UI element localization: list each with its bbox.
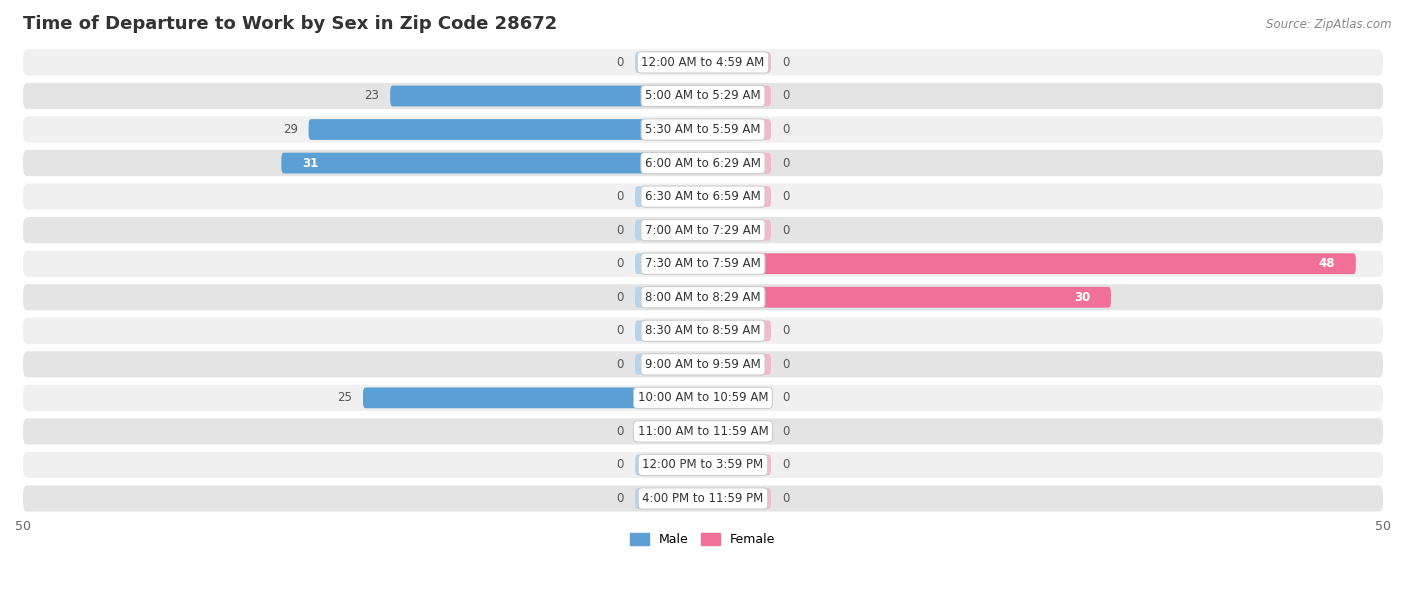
Text: 0: 0: [782, 459, 789, 471]
FancyBboxPatch shape: [703, 86, 770, 107]
Text: 10:00 AM to 10:59 AM: 10:00 AM to 10:59 AM: [638, 392, 768, 405]
Text: 0: 0: [617, 425, 624, 438]
FancyBboxPatch shape: [22, 351, 1384, 377]
Text: 0: 0: [617, 459, 624, 471]
Text: 6:30 AM to 6:59 AM: 6:30 AM to 6:59 AM: [645, 190, 761, 203]
FancyBboxPatch shape: [22, 117, 1384, 143]
Text: 6:00 AM to 6:29 AM: 6:00 AM to 6:29 AM: [645, 156, 761, 170]
FancyBboxPatch shape: [22, 250, 1384, 277]
FancyBboxPatch shape: [636, 220, 703, 240]
Text: 48: 48: [1319, 257, 1336, 270]
FancyBboxPatch shape: [22, 183, 1384, 209]
FancyBboxPatch shape: [636, 354, 703, 375]
FancyBboxPatch shape: [636, 421, 703, 442]
FancyBboxPatch shape: [703, 387, 770, 408]
FancyBboxPatch shape: [636, 488, 703, 509]
FancyBboxPatch shape: [636, 455, 703, 475]
Text: 0: 0: [782, 89, 789, 102]
FancyBboxPatch shape: [22, 385, 1384, 411]
FancyBboxPatch shape: [363, 387, 703, 408]
Text: 5:30 AM to 5:59 AM: 5:30 AM to 5:59 AM: [645, 123, 761, 136]
FancyBboxPatch shape: [703, 354, 770, 375]
FancyBboxPatch shape: [22, 150, 1384, 176]
FancyBboxPatch shape: [703, 455, 770, 475]
Text: 4:00 PM to 11:59 PM: 4:00 PM to 11:59 PM: [643, 492, 763, 505]
Text: 25: 25: [337, 392, 352, 405]
FancyBboxPatch shape: [391, 86, 703, 107]
Text: 8:30 AM to 8:59 AM: 8:30 AM to 8:59 AM: [645, 324, 761, 337]
Text: 0: 0: [617, 190, 624, 203]
Text: 31: 31: [302, 156, 318, 170]
Text: 5:00 AM to 5:29 AM: 5:00 AM to 5:29 AM: [645, 89, 761, 102]
FancyBboxPatch shape: [703, 253, 1355, 274]
Text: Time of Departure to Work by Sex in Zip Code 28672: Time of Departure to Work by Sex in Zip …: [22, 15, 557, 33]
FancyBboxPatch shape: [22, 486, 1384, 512]
FancyBboxPatch shape: [703, 153, 770, 174]
Text: 23: 23: [364, 89, 380, 102]
FancyBboxPatch shape: [22, 452, 1384, 478]
Text: 0: 0: [782, 324, 789, 337]
FancyBboxPatch shape: [703, 320, 770, 341]
Text: 0: 0: [617, 492, 624, 505]
FancyBboxPatch shape: [703, 421, 770, 442]
Text: 0: 0: [782, 123, 789, 136]
Text: 0: 0: [617, 56, 624, 69]
Text: 0: 0: [782, 392, 789, 405]
Text: 0: 0: [782, 190, 789, 203]
Text: 12:00 AM to 4:59 AM: 12:00 AM to 4:59 AM: [641, 56, 765, 69]
Text: 29: 29: [283, 123, 298, 136]
Text: 0: 0: [617, 291, 624, 303]
FancyBboxPatch shape: [636, 253, 703, 274]
FancyBboxPatch shape: [22, 83, 1384, 109]
FancyBboxPatch shape: [703, 186, 770, 207]
Text: 7:00 AM to 7:29 AM: 7:00 AM to 7:29 AM: [645, 224, 761, 237]
Text: 8:00 AM to 8:29 AM: 8:00 AM to 8:29 AM: [645, 291, 761, 303]
FancyBboxPatch shape: [281, 153, 703, 174]
Legend: Male, Female: Male, Female: [626, 528, 780, 552]
FancyBboxPatch shape: [308, 119, 703, 140]
Text: 0: 0: [617, 358, 624, 371]
Text: 7:30 AM to 7:59 AM: 7:30 AM to 7:59 AM: [645, 257, 761, 270]
FancyBboxPatch shape: [22, 284, 1384, 311]
FancyBboxPatch shape: [636, 320, 703, 341]
FancyBboxPatch shape: [703, 119, 770, 140]
Text: 0: 0: [617, 324, 624, 337]
FancyBboxPatch shape: [636, 186, 703, 207]
Text: 0: 0: [782, 156, 789, 170]
FancyBboxPatch shape: [636, 287, 703, 308]
Text: 11:00 AM to 11:59 AM: 11:00 AM to 11:59 AM: [638, 425, 768, 438]
Text: 0: 0: [782, 492, 789, 505]
FancyBboxPatch shape: [703, 287, 1111, 308]
Text: 0: 0: [782, 425, 789, 438]
FancyBboxPatch shape: [22, 217, 1384, 243]
Text: Source: ZipAtlas.com: Source: ZipAtlas.com: [1267, 18, 1392, 31]
Text: 30: 30: [1074, 291, 1091, 303]
Text: 12:00 PM to 3:59 PM: 12:00 PM to 3:59 PM: [643, 459, 763, 471]
Text: 0: 0: [782, 56, 789, 69]
Text: 0: 0: [782, 224, 789, 237]
FancyBboxPatch shape: [22, 318, 1384, 344]
FancyBboxPatch shape: [22, 418, 1384, 444]
Text: 0: 0: [617, 224, 624, 237]
FancyBboxPatch shape: [22, 49, 1384, 76]
FancyBboxPatch shape: [703, 488, 770, 509]
Text: 0: 0: [617, 257, 624, 270]
FancyBboxPatch shape: [636, 52, 703, 73]
FancyBboxPatch shape: [703, 220, 770, 240]
Text: 0: 0: [782, 358, 789, 371]
Text: 9:00 AM to 9:59 AM: 9:00 AM to 9:59 AM: [645, 358, 761, 371]
FancyBboxPatch shape: [703, 52, 770, 73]
